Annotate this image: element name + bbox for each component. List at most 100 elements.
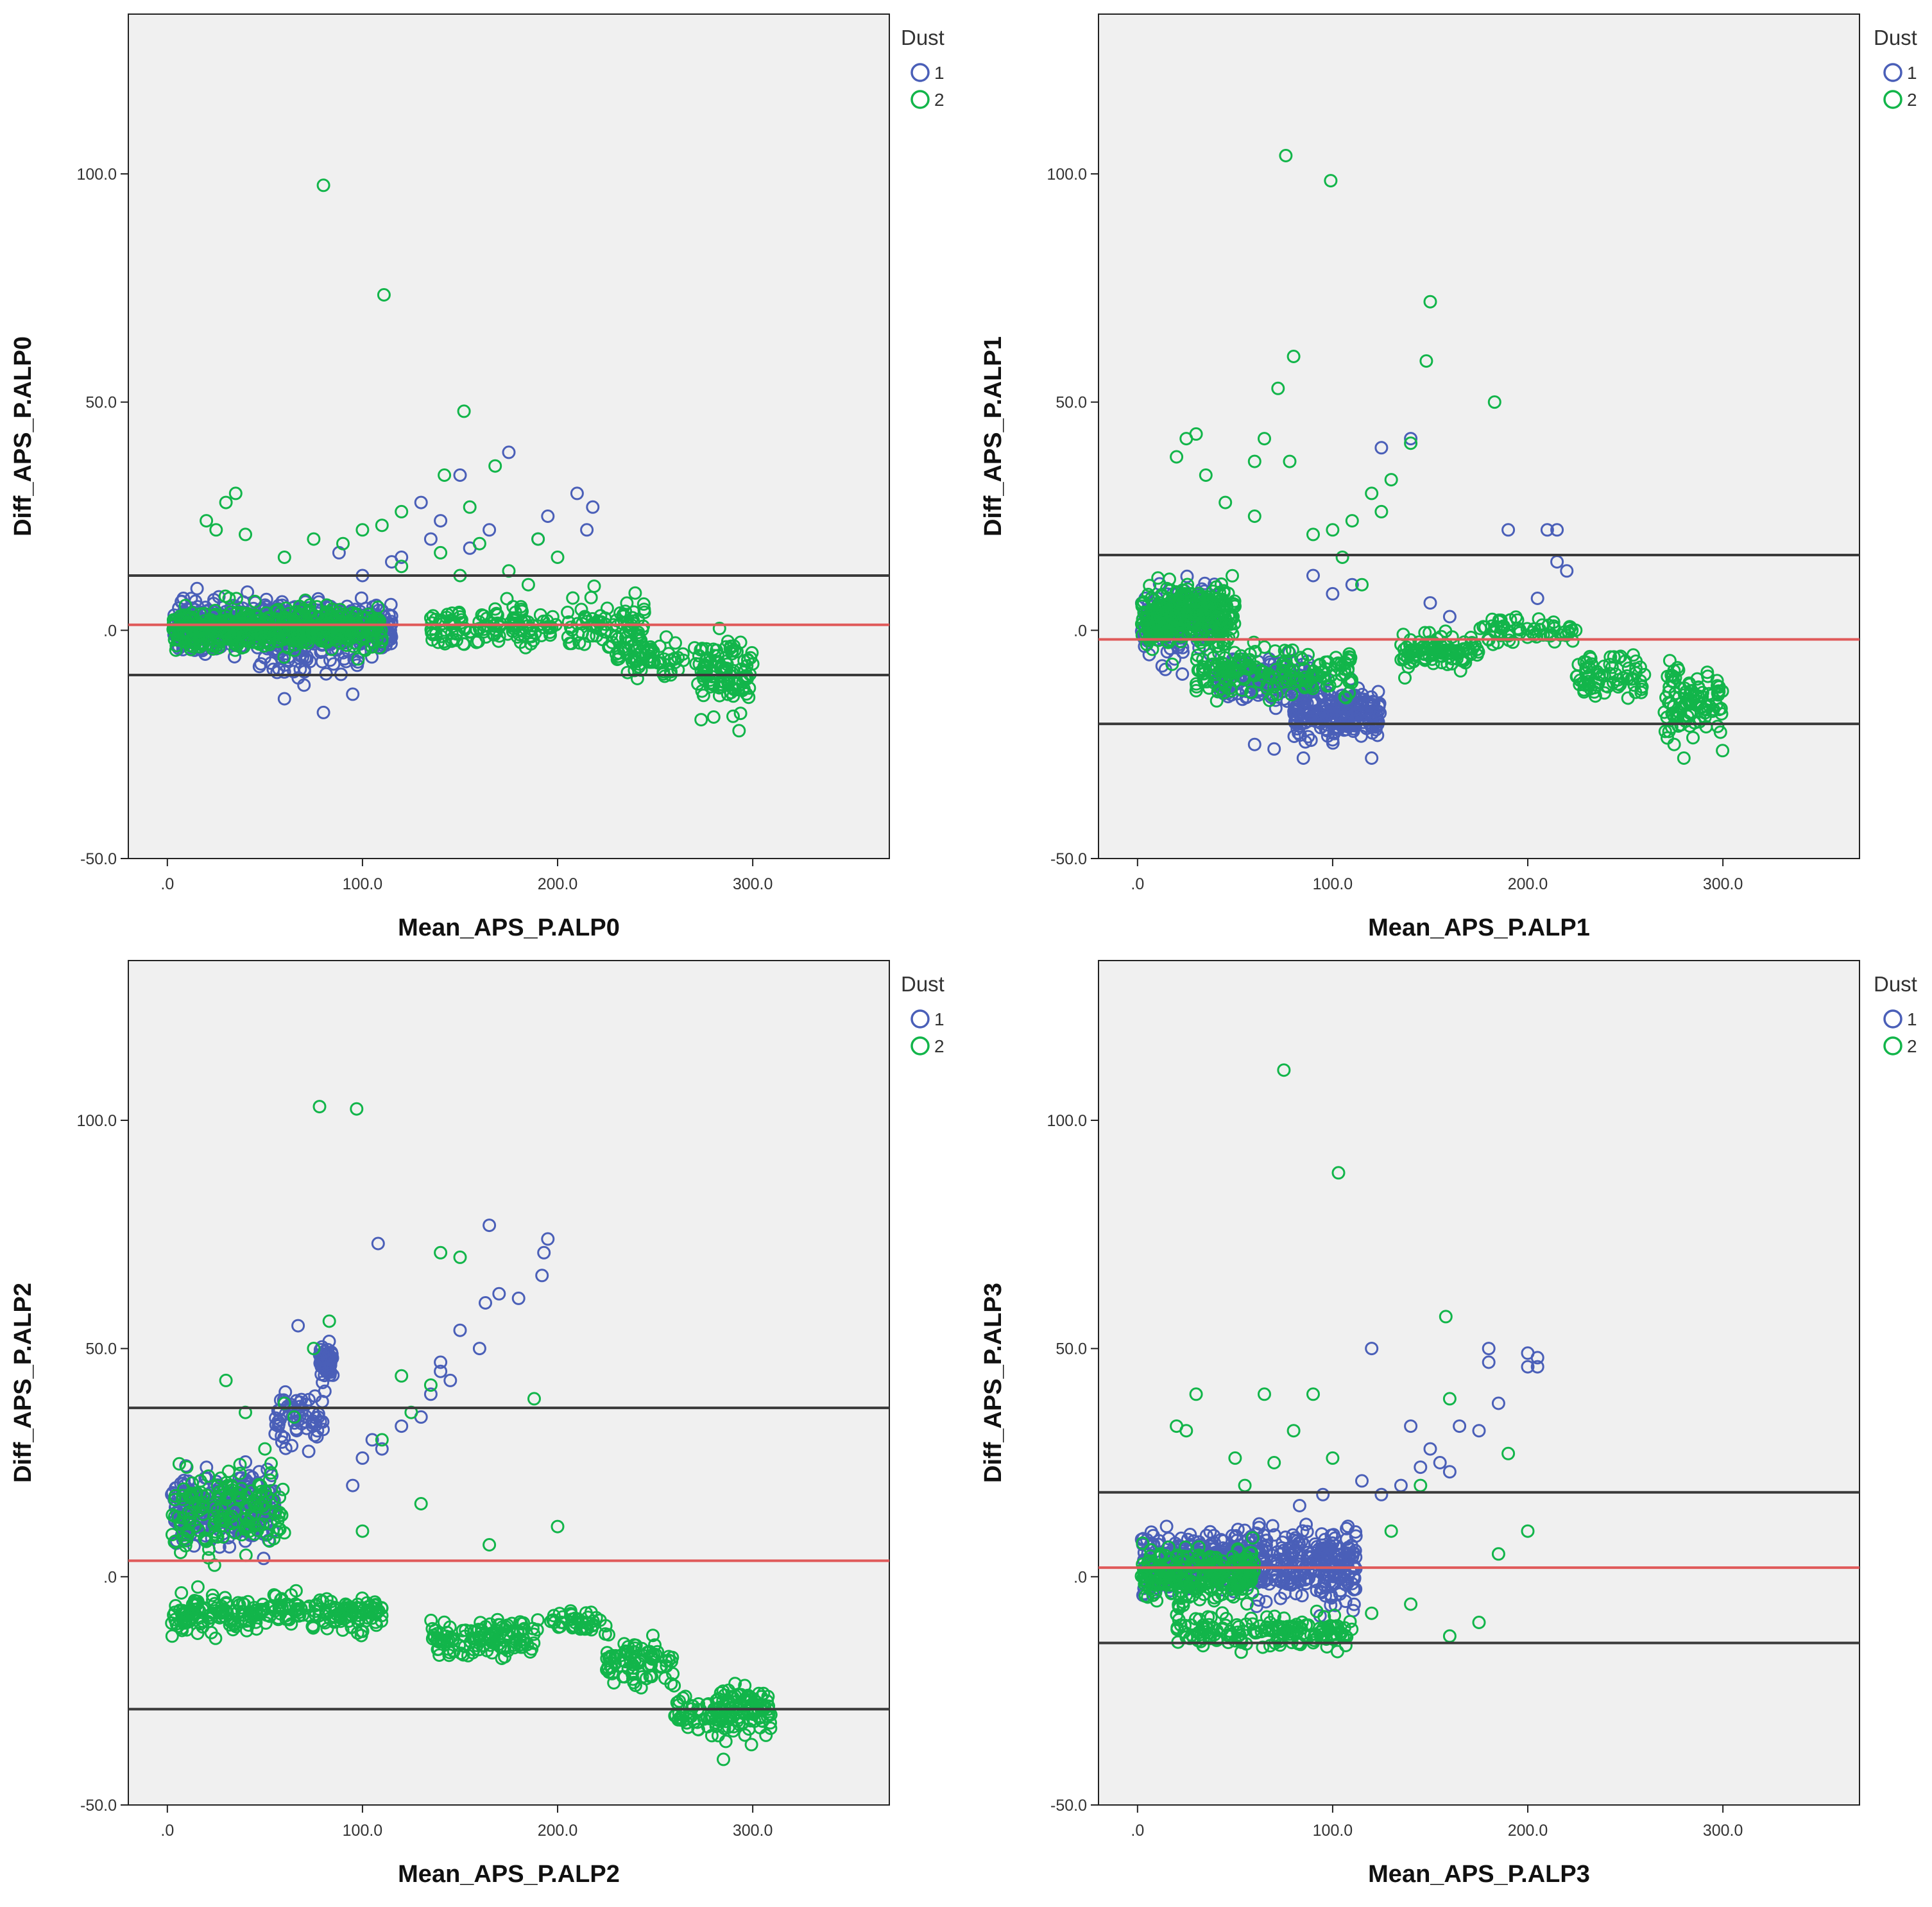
- scatter-point-dust-2: [602, 1628, 615, 1642]
- scatter-point-dust-2: [242, 1515, 256, 1529]
- scatter-point-dust-2: [741, 653, 755, 667]
- x-tick-label: 300.0: [1703, 875, 1743, 893]
- scatter-point-dust-2: [1565, 623, 1579, 637]
- scatter-point-dust-1: [1342, 1547, 1356, 1561]
- scatter-point-dust-2: [1711, 679, 1724, 693]
- scatter-point-dust-2: [587, 579, 601, 594]
- scatter-point-dust-2: [620, 665, 635, 680]
- scatter-point-dust-2: [1283, 454, 1297, 468]
- scatter-point-dust-2: [732, 724, 746, 738]
- scatter-point-dust-2: [467, 1632, 481, 1646]
- scatter-point-dust-2: [1321, 679, 1335, 693]
- scatter-point-dust-2: [233, 1458, 247, 1471]
- scatter-point-dust-2: [497, 1634, 511, 1648]
- scatter-point-dust-2: [1716, 744, 1730, 758]
- legend-marker-1: [910, 63, 930, 82]
- scatter-point-dust-2: [1263, 694, 1277, 707]
- scatter-point-dust-2: [191, 1627, 205, 1640]
- plot-area: [128, 960, 890, 1806]
- scatter-point-dust-2: [1280, 674, 1294, 688]
- scatter-point-dust-2: [531, 1613, 545, 1627]
- scatter-point-dust-2: [204, 620, 218, 635]
- scatter-point-dust-2: [1165, 601, 1179, 615]
- scatter-point-dust-2: [1658, 724, 1672, 739]
- scatter-point-dust-1: [1414, 1460, 1428, 1475]
- scatter-point-dust-2: [434, 1245, 448, 1260]
- scatter-point-dust-2: [515, 1617, 529, 1630]
- x-tick-label: 200.0: [538, 1822, 578, 1840]
- scatter-point-dust-1: [223, 1540, 237, 1554]
- scatter-point-dust-1: [1203, 1525, 1217, 1539]
- scatter-point-dust-1: [1292, 1499, 1306, 1512]
- scatter-point-dust-2: [1714, 701, 1728, 715]
- scatter-point-dust-2: [1157, 616, 1171, 630]
- scatter-point-dust-2: [1224, 684, 1238, 698]
- scatter-point-dust-2: [1215, 577, 1228, 591]
- scatter-point-dust-2: [1267, 680, 1281, 694]
- scatter-point-dust-1: [1374, 441, 1389, 455]
- x-tick-label: .0: [160, 1822, 174, 1840]
- y-tick-label: 50.0: [1056, 1340, 1087, 1358]
- scatter-point-dust-2: [1271, 381, 1285, 395]
- scatter-point-dust-1: [1276, 1570, 1290, 1584]
- scatter-point-dust-2: [185, 1597, 200, 1611]
- scatter-point-dust-2: [699, 663, 714, 678]
- x-tick-label: 200.0: [1508, 1822, 1548, 1840]
- scatter-point-dust-1: [310, 1430, 324, 1444]
- scatter-point-dust-2: [613, 606, 628, 620]
- scatter-point-dust-2: [351, 652, 365, 666]
- scatter-point-dust-2: [1226, 569, 1239, 583]
- scatter-point-dust-2: [368, 622, 382, 636]
- scatter-point-dust-1: [1248, 1534, 1262, 1548]
- legend-label-2: 2: [934, 1036, 945, 1056]
- scatter-point-dust-2: [228, 1526, 242, 1540]
- scatter-point-dust-2: [1247, 454, 1261, 468]
- scatter-point-dust-2: [764, 1722, 778, 1735]
- scatter-point-dust-2: [201, 1469, 216, 1483]
- scatter-point-dust-2: [1588, 689, 1602, 703]
- scatter-point-dust-2: [474, 1616, 488, 1630]
- plot-area: [1098, 960, 1860, 1806]
- scatter-point-dust-1: [1231, 1523, 1245, 1537]
- scatter-point-dust-2: [320, 1592, 334, 1606]
- scatter-point-dust-2: [1306, 527, 1320, 542]
- scatter-point-dust-2: [726, 689, 740, 703]
- scatter-point-dust-2: [346, 639, 361, 653]
- scatter-point-dust-2: [1611, 677, 1625, 691]
- scatter-point-dust-1: [1159, 1519, 1174, 1534]
- y-axis-title: Diff_APS_P.ALP0: [10, 336, 37, 536]
- scatter-point-dust-2: [1626, 648, 1640, 662]
- scatter-point-dust-1: [313, 1356, 327, 1371]
- scatter-point-dust-2: [524, 637, 538, 651]
- scatter-point-dust-2: [300, 1601, 314, 1615]
- scatter-point-dust-2: [531, 532, 545, 546]
- scatter-point-dust-2: [1680, 709, 1695, 723]
- scatter-point-dust-1: [1423, 1442, 1437, 1456]
- scatter-point-dust-1: [1306, 569, 1320, 583]
- scatter-point-dust-2: [730, 677, 744, 691]
- scatter-point-dust-2: [1667, 737, 1681, 751]
- scatter-point-dust-2: [175, 1623, 189, 1638]
- scatter-point-dust-2: [178, 1539, 192, 1553]
- scatter-point-dust-2: [178, 1606, 192, 1620]
- scatter-point-dust-2: [361, 622, 375, 636]
- scatter-point-dust-2: [1223, 607, 1237, 621]
- scatter-point-dust-1: [365, 1433, 379, 1447]
- scatter-point-dust-2: [1397, 642, 1411, 656]
- scatter-point-dust-2: [703, 680, 717, 694]
- scatter-point-dust-2: [169, 638, 184, 653]
- scatter-point-dust-2: [277, 551, 291, 564]
- scatter-point-dust-2: [456, 637, 470, 651]
- scatter-point-dust-2: [207, 1558, 221, 1572]
- plot-area: [1098, 13, 1860, 859]
- scatter-point-dust-2: [637, 597, 651, 611]
- scatter-point-dust-2: [1603, 650, 1618, 664]
- scatter-point-dust-2: [664, 1677, 678, 1691]
- scatter-point-dust-1: [273, 1393, 287, 1407]
- scatter-point-dust-2: [1712, 685, 1726, 699]
- scatter-point-dust-1: [535, 1269, 549, 1283]
- scatter-point-dust-1: [443, 1373, 457, 1387]
- scatter-point-dust-2: [746, 1706, 760, 1720]
- scatter-point-dust-2: [264, 1466, 278, 1480]
